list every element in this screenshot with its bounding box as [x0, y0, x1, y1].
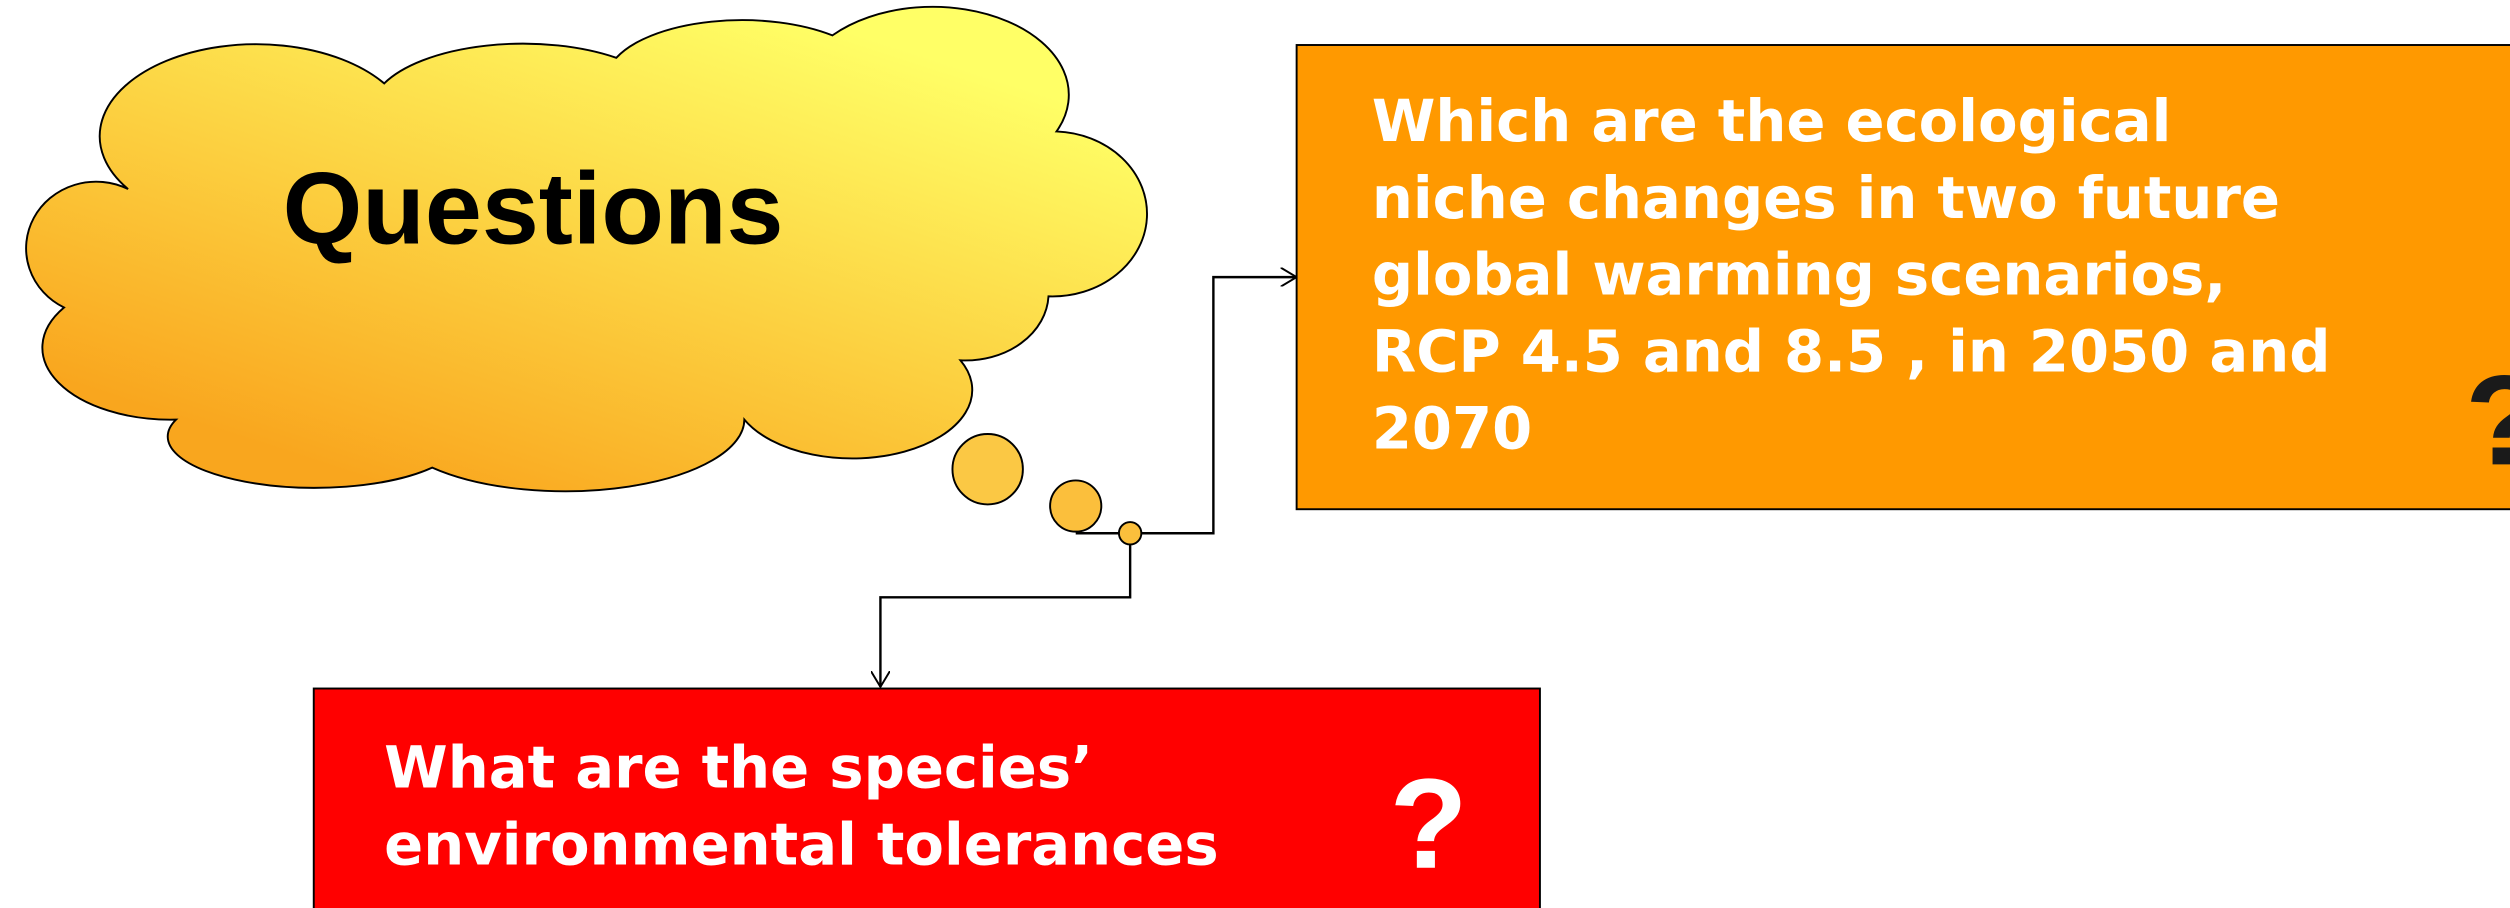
question-text-line: What are the species’ — [384, 735, 1093, 802]
question-text-line: global warming scenarios, — [1372, 242, 2226, 309]
question-text-line: environmental tolerances — [384, 812, 1218, 879]
thought-bubble — [952, 434, 1022, 504]
question-mark: ? — [2465, 349, 2510, 492]
thought-bubble — [1119, 522, 1141, 544]
question-text-line: Which are the ecological — [1372, 88, 2172, 155]
diagram: Questions Which are the ecological niche … — [0, 0, 2510, 908]
thought-bubble — [1050, 480, 1101, 531]
question-text-line: niche changes in two future — [1372, 165, 2280, 232]
page: {"cloud": {"label": "Questions"}, "boxes… — [0, 0, 2510, 908]
question-text-line: RCP 4.5 and 8.5 , in 2050 and — [1372, 319, 2331, 386]
cloud-label: Questions — [283, 150, 784, 265]
question-mark: ? — [1389, 753, 1467, 896]
question-text-line: 2070 — [1372, 395, 1532, 462]
